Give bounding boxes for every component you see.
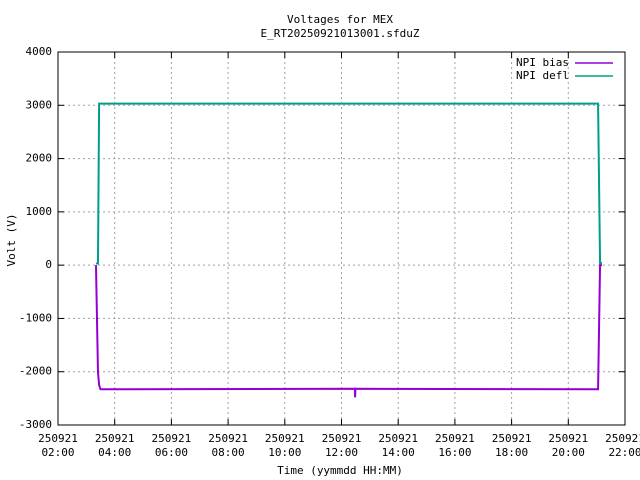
x-tick-label: 250921 08:00 (208, 432, 248, 459)
chart-subtitle: E_RT20250921013001.sfduZ (261, 27, 420, 40)
series-line (95, 102, 603, 265)
x-tick-label: 250921 14:00 (378, 432, 418, 459)
plot-frame (57, 51, 626, 426)
y-axis-label: Volt (V) (5, 214, 18, 267)
y-tick-label: 4000 (26, 45, 53, 58)
y-tick-label: 3000 (26, 98, 53, 111)
x-tick-label: 250921 16:00 (435, 432, 475, 459)
x-tick-label: 250921 10:00 (265, 432, 305, 459)
x-tick-label: 250921 18:00 (492, 432, 532, 459)
series-line (94, 264, 603, 398)
x-axis-label: Time (yymmdd HH:MM) (277, 464, 403, 477)
legend-label: NPI bias (516, 56, 569, 69)
x-tick-label: 250921 02:00 (38, 432, 78, 459)
y-tick-label: 0 (45, 258, 52, 271)
y-tick-label: -2000 (19, 365, 52, 378)
x-tick-label: 250921 20:00 (548, 432, 588, 459)
x-tick-label: 250921 06:00 (152, 432, 192, 459)
x-tick-label: 250921 12:00 (322, 432, 362, 459)
y-tick-label: -3000 (19, 418, 52, 431)
y-tick-label: -1000 (19, 311, 52, 324)
chart-title: Voltages for MEX (287, 13, 393, 26)
y-tick-label: 2000 (26, 152, 53, 165)
x-tick-label: 25092122:00 (605, 432, 640, 459)
y-tick-label: 1000 (26, 205, 53, 218)
legend-label: NPI defl (516, 69, 569, 82)
x-tick-label: 250921 04:00 (95, 432, 135, 459)
